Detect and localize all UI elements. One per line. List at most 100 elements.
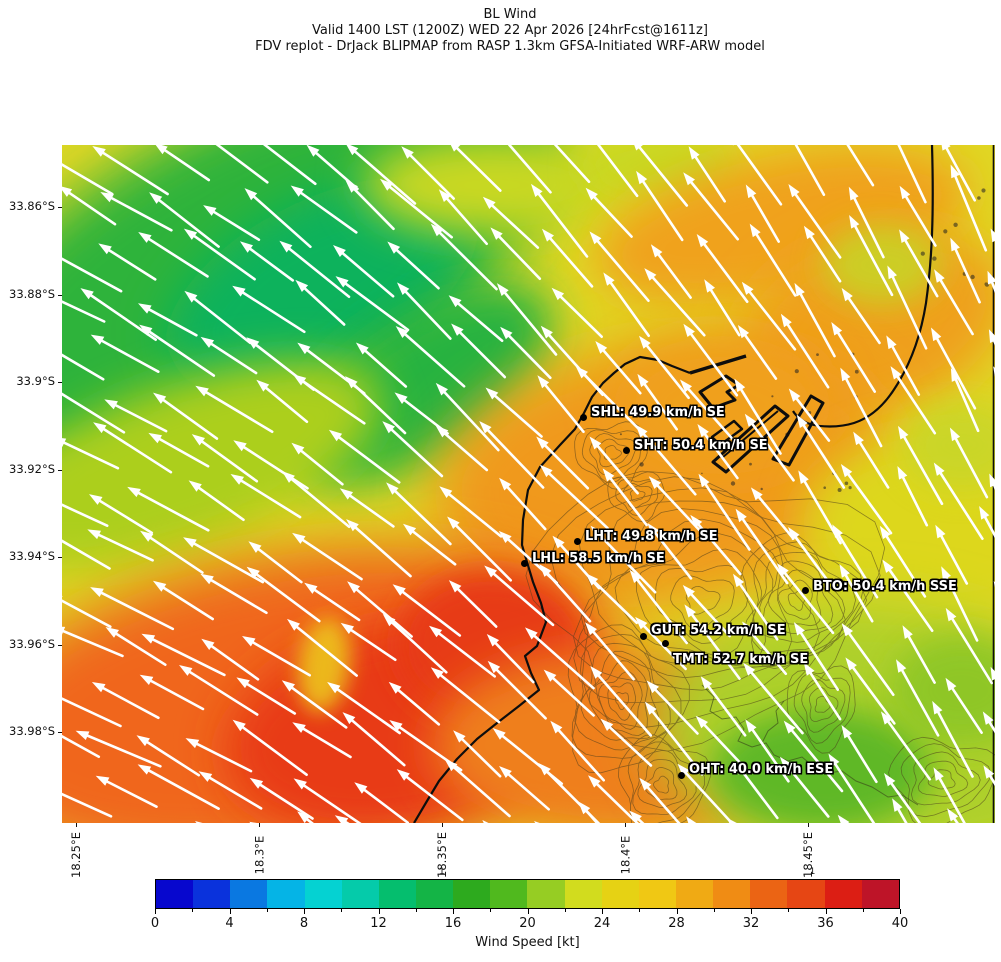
wind-arrows: [62, 145, 995, 823]
colorbar-tick-mark: [304, 909, 305, 914]
colorbar-tick-mark: [527, 909, 529, 914]
colorbar-tick-mark: [564, 909, 566, 912]
lat-tick-mark: [58, 207, 62, 208]
colorbar-tick-mark: [453, 909, 454, 914]
lat-tick-label: 33.96°S: [9, 636, 55, 651]
colorbar-segment: [750, 880, 788, 908]
lon-tick-label: 18.3°E: [252, 835, 266, 875]
colorbar-segment: [675, 880, 714, 908]
colorbar-tick-label: 36: [817, 916, 834, 931]
colorbar-tick-mark: [751, 909, 752, 914]
station-label-gut: GUT: 54.2 km/h SE: [651, 623, 786, 638]
colorbar-segment: [267, 880, 305, 908]
colorbar-tick-mark: [676, 909, 678, 914]
station-label-bto: BTO: 50.4 km/h SSE: [813, 579, 957, 594]
colorbar-tick-label: 8: [299, 916, 309, 931]
station-dot-lhl: [520, 559, 528, 567]
colorbar-tick-label: 16: [444, 916, 462, 931]
colorbar-label: Wind Speed [kt]: [475, 935, 580, 950]
colorbar-tick-mark: [862, 909, 864, 912]
lat-tick-mark: [58, 644, 62, 646]
colorbar-tick-mark: [341, 909, 343, 912]
station-dot-bto: [801, 586, 809, 594]
lat-tick-label: 33.86°S: [9, 199, 55, 213]
station-dot-gut: [639, 632, 647, 640]
lon-tick-mark: [259, 823, 260, 827]
lon-tick-mark: [625, 823, 626, 827]
wind-map: SHL: 49.9 km/h SE SHT: 50.4 km/h SE LHT: 4…: [62, 145, 995, 823]
plot-title: BL Wind: [483, 7, 537, 22]
colorbar-tick-label: 4: [225, 916, 234, 931]
station-label-oht: OHT: 40.0 km/h ESE: [689, 762, 834, 777]
lat-tick-label: 33.98°S: [9, 724, 55, 738]
colorbar-segment: [378, 880, 416, 908]
colorbar-segment: [787, 880, 825, 908]
colorbar-tick-mark: [378, 909, 380, 914]
colorbar-segment: [193, 880, 231, 908]
colorbar-segment: [230, 880, 268, 908]
colorbar-tick-mark: [415, 909, 417, 912]
lat-tick-label: 33.9°S: [16, 374, 55, 388]
colorbar-extreme-marker: 1: [809, 867, 816, 877]
colorbar-tick-mark: [155, 909, 156, 914]
station-label-sht: SHT: 50.4 km/h SE: [634, 438, 768, 453]
colorbar-tick-label: 28: [668, 916, 685, 931]
colorbar-segment: [156, 880, 194, 908]
lat-tick-mark: [58, 382, 62, 383]
colorbar-tick-label: 20: [519, 916, 536, 931]
colorbar-segment: [415, 880, 454, 908]
colorbar-tick-label: 40: [891, 916, 909, 931]
colorbar-segment: [638, 880, 676, 908]
lon-tick-label: 18.4°E: [618, 835, 632, 875]
colorbar-tick-label: 32: [742, 916, 760, 931]
lon-tick-mark: [76, 823, 77, 827]
terrain-contours: [525, 421, 995, 823]
colorbar-segment: [490, 880, 528, 908]
colorbar-segment: [341, 880, 379, 908]
station-label-shl: SHL: 49.9 km/h SE: [591, 405, 725, 420]
station-dot-sht: [622, 446, 630, 454]
colorbar-tick-label: 0: [150, 916, 160, 931]
colorbar-tick-mark: [490, 909, 492, 912]
station-label-tmt: TMT: 52.7 km/h SE: [673, 652, 809, 667]
lon-tick-label: 18.35°E: [434, 832, 449, 878]
colorbar-segment: [527, 880, 565, 908]
station-label-lht: LHT: 49.8 km/h SE: [585, 529, 718, 544]
colorbar-tick-mark: [192, 909, 194, 912]
title-block: BL Wind Valid 1400 LST (1200Z) WED 22 Ap…: [19, 7, 1001, 55]
lon-tick-mark: [808, 823, 809, 827]
colorbar-tick-mark: [229, 909, 231, 914]
lat-tick-mark: [58, 294, 62, 296]
station-dot-shl: [579, 413, 587, 421]
colorbar-segment: [453, 880, 491, 908]
colorbar: [155, 879, 900, 909]
colorbar-tick-mark: [825, 909, 827, 914]
colorbar-segment: [564, 880, 602, 908]
colorbar-segment: [824, 880, 862, 908]
plot-source: FDV replot - DrJack BLIPMAP from RASP 1.…: [255, 39, 765, 54]
lat-tick-label: 33.88°S: [9, 286, 55, 301]
lon-tick-label: 18.25°E: [68, 832, 83, 878]
lat-tick-label: 33.94°S: [9, 549, 55, 563]
lat-tick-mark: [58, 469, 62, 471]
colorbar-tick-label: 12: [370, 916, 387, 931]
lon-tick-mark: [442, 823, 443, 827]
station-dot-lht: [573, 537, 581, 545]
colorbar-tick-mark: [639, 909, 641, 912]
colorbar-segment: [601, 880, 639, 908]
lat-tick-mark: [58, 557, 62, 558]
colorbar-tick-mark: [713, 909, 715, 912]
lon-tick-label: 18.45°E: [800, 832, 815, 878]
station-dot-tmt: [661, 639, 669, 647]
colorbar-segment: [861, 880, 899, 908]
station-dot-oht: [677, 771, 685, 779]
colorbar-extreme-marker: 1: [438, 867, 445, 877]
colorbar-segment: [713, 880, 751, 908]
plot-valid-time: Valid 1400 LST (1200Z) WED 22 Apr 2026 […: [312, 23, 708, 38]
wind-map-canvas: [62, 145, 995, 823]
colorbar-tick-label: 24: [593, 916, 611, 931]
lat-tick-label: 33.92°S: [9, 461, 55, 476]
lat-tick-mark: [58, 732, 62, 733]
colorbar-tick-mark: [900, 909, 901, 914]
